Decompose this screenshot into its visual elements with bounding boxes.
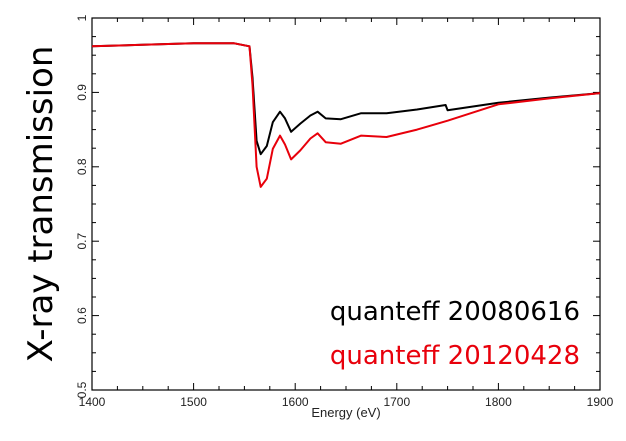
series-line-1 [91, 42, 601, 156]
y-tick-label: 0.7 [75, 233, 89, 250]
y-tick-label: 0.9 [75, 84, 89, 101]
y-tick-label: 1 [75, 14, 89, 21]
y-axis-title: X-ray transmission [21, 46, 61, 363]
x-tick-label: 1800 [485, 395, 512, 409]
x-tick-label: 1600 [282, 395, 309, 409]
legend-entry-2: quanteff 20120428 [330, 341, 580, 371]
x-tick-label: 1900 [587, 395, 614, 409]
x-tick-label: 1500 [180, 395, 207, 409]
series-line-2 [91, 42, 601, 188]
y-tick-label: 0.6 [75, 307, 89, 324]
ticks [91, 17, 601, 391]
legend-entry-1: quanteff 20080616 [330, 297, 580, 327]
tick-labels: 1400 1500 1600 1700 1800 1900 0.5 0.6 0.7 0.8 0.9 1 [75, 14, 614, 409]
x-axis-title: Energy (eV) [311, 405, 380, 420]
y-tick-label: 0.5 [75, 381, 89, 398]
series-lines [91, 42, 601, 188]
x-tick-label: 1400 [79, 395, 106, 409]
x-tick-label: 1700 [383, 395, 410, 409]
plot-frame [91, 17, 601, 391]
y-tick-label: 0.8 [75, 158, 89, 175]
